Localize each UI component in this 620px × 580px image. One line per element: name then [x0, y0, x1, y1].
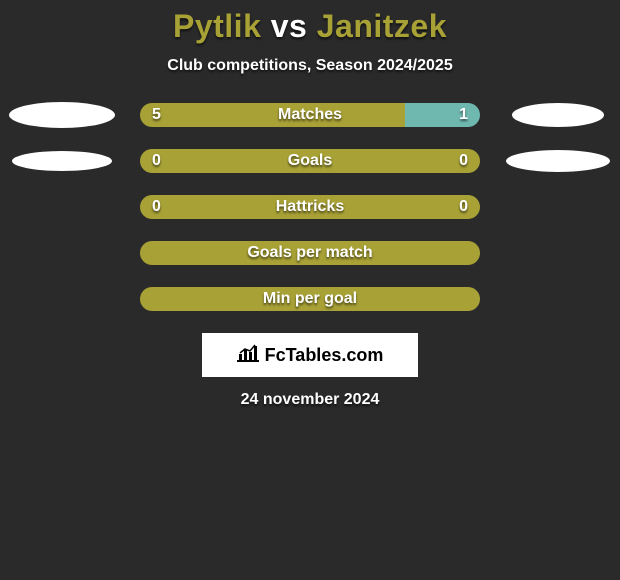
title: Pytlik vs Janitzek — [0, 8, 620, 45]
stat-bar: 00Goals — [140, 149, 480, 173]
title-player2: Janitzek — [317, 8, 447, 44]
comparison-widget: Pytlik vs Janitzek Club competitions, Se… — [0, 0, 620, 409]
title-player1: Pytlik — [173, 8, 261, 44]
stat-label: Min per goal — [140, 287, 480, 311]
date: 24 november 2024 — [0, 391, 620, 409]
oval-slot-left — [2, 240, 122, 266]
oval-slot-right — [498, 148, 618, 174]
stat-row: Min per goal — [0, 287, 620, 311]
stat-row: 51Matches — [0, 103, 620, 127]
stat-label: Hattricks — [140, 195, 480, 219]
oval-right — [512, 103, 604, 127]
oval-slot-left — [2, 102, 122, 128]
stat-bar: 00Hattricks — [140, 195, 480, 219]
oval-left — [9, 102, 115, 128]
chart-icon — [237, 344, 259, 367]
logo: FcTables.com — [237, 344, 384, 367]
oval-slot-right — [498, 286, 618, 312]
stat-row: Goals per match — [0, 241, 620, 265]
stat-row: 00Goals — [0, 149, 620, 173]
stat-label: Goals per match — [140, 241, 480, 265]
logo-text: FcTables.com — [265, 345, 384, 366]
oval-left — [12, 151, 112, 171]
oval-slot-left — [2, 194, 122, 220]
oval-slot-left — [2, 286, 122, 312]
title-vs: vs — [271, 8, 308, 44]
stat-bar: Min per goal — [140, 287, 480, 311]
oval-right — [506, 150, 610, 172]
stat-label: Matches — [140, 103, 480, 127]
oval-slot-right — [498, 240, 618, 266]
stat-bar: 51Matches — [140, 103, 480, 127]
stat-bar: Goals per match — [140, 241, 480, 265]
oval-slot-left — [2, 148, 122, 174]
stat-rows: 51Matches 00Goals 00Hattricks Goals per mat… — [0, 103, 620, 311]
stat-label: Goals — [140, 149, 480, 173]
logo-box[interactable]: FcTables.com — [202, 333, 418, 377]
oval-slot-right — [498, 194, 618, 220]
subtitle: Club competitions, Season 2024/2025 — [0, 57, 620, 75]
oval-slot-right — [498, 102, 618, 128]
stat-row: 00Hattricks — [0, 195, 620, 219]
